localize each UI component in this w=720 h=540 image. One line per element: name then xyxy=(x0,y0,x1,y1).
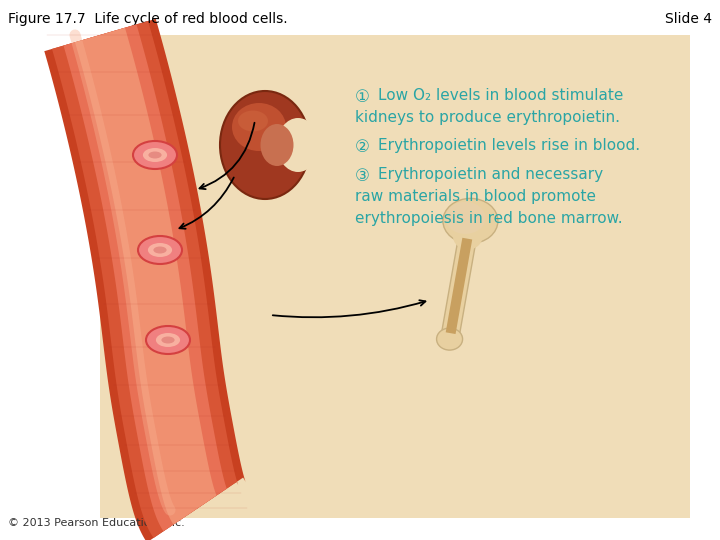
Text: kidneys to produce erythropoietin.: kidneys to produce erythropoietin. xyxy=(355,110,620,125)
Text: Erythropoietin levels rise in blood.: Erythropoietin levels rise in blood. xyxy=(378,138,640,153)
Text: Slide 4: Slide 4 xyxy=(665,12,712,26)
Text: © 2013 Pearson Education, Inc.: © 2013 Pearson Education, Inc. xyxy=(8,518,185,528)
Text: erythropoiesis in red bone marrow.: erythropoiesis in red bone marrow. xyxy=(355,211,623,226)
Text: raw materials in blood promote: raw materials in blood promote xyxy=(355,189,596,204)
Ellipse shape xyxy=(220,91,310,199)
Text: Erythropoietin and necessary: Erythropoietin and necessary xyxy=(378,167,603,182)
Polygon shape xyxy=(75,28,217,524)
Ellipse shape xyxy=(443,198,498,244)
Polygon shape xyxy=(63,24,228,531)
Text: ③: ③ xyxy=(355,167,370,185)
Ellipse shape xyxy=(143,148,167,162)
Ellipse shape xyxy=(133,141,177,169)
Ellipse shape xyxy=(277,118,319,172)
Ellipse shape xyxy=(261,124,294,166)
Polygon shape xyxy=(446,238,472,334)
Ellipse shape xyxy=(156,333,180,347)
Ellipse shape xyxy=(446,202,485,234)
Ellipse shape xyxy=(161,336,175,343)
Ellipse shape xyxy=(148,243,172,257)
Ellipse shape xyxy=(148,152,161,159)
Text: Low O₂ levels in blood stimulate: Low O₂ levels in blood stimulate xyxy=(378,88,624,103)
Ellipse shape xyxy=(436,328,462,350)
Polygon shape xyxy=(441,219,480,341)
Ellipse shape xyxy=(138,236,182,264)
Ellipse shape xyxy=(153,246,166,253)
Ellipse shape xyxy=(238,111,268,132)
Polygon shape xyxy=(52,21,238,538)
Ellipse shape xyxy=(232,103,286,151)
Text: ②: ② xyxy=(355,138,370,156)
FancyBboxPatch shape xyxy=(100,35,690,518)
Text: Figure 17.7  Life cycle of red blood cells.: Figure 17.7 Life cycle of red blood cell… xyxy=(8,12,287,26)
Ellipse shape xyxy=(146,326,190,354)
Polygon shape xyxy=(45,19,246,540)
Text: ①: ① xyxy=(355,88,370,106)
Ellipse shape xyxy=(453,222,483,249)
